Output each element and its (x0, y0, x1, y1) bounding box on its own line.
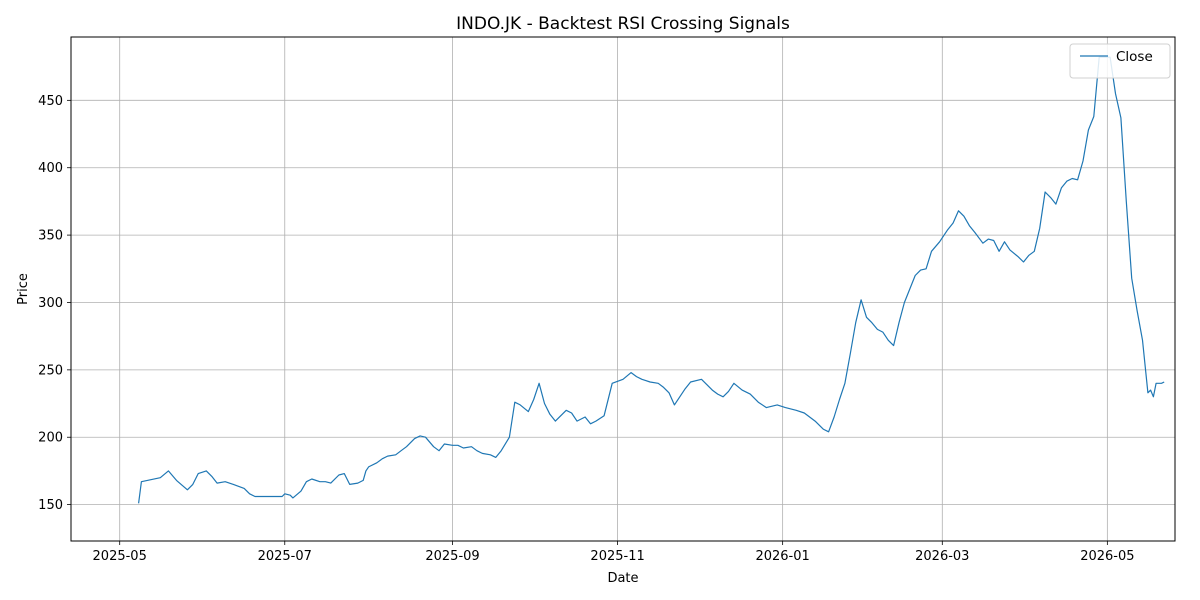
series-lines (138, 56, 1165, 504)
x-tick-label: 2026-05 (1080, 549, 1134, 564)
x-tick-label: 2026-03 (915, 549, 969, 564)
grid-lines (71, 37, 1175, 541)
y-tick-label: 450 (38, 94, 63, 109)
y-tick-label: 150 (38, 498, 63, 513)
x-axis-label: Date (607, 571, 638, 586)
y-tick-label: 350 (38, 229, 63, 244)
legend: Close (1069, 43, 1171, 79)
plot-frame (70, 36, 1176, 542)
y-tick-label: 300 (38, 296, 63, 311)
y-tick-label: 400 (38, 161, 63, 176)
legend-label: Close (1116, 49, 1153, 65)
legend-box (1069, 43, 1171, 79)
axis-ticks: 2025-05 2025-07 2025-09 2025-11 2026-01 2026-… (38, 94, 1134, 564)
close-line (138, 56, 1165, 504)
x-tick-label: 2025-07 (258, 549, 312, 564)
x-tick-label: 2025-11 (590, 549, 644, 564)
x-tick-label: 2026-01 (755, 549, 809, 564)
chart-title: INDO.JK - Backtest RSI Crossing Signals (456, 14, 790, 34)
y-tick-label: 200 (38, 431, 63, 446)
y-axis-label: Price (16, 273, 31, 305)
x-tick-label: 2025-09 (425, 549, 479, 564)
y-tick-label: 250 (38, 363, 63, 378)
x-tick-label: 2025-05 (93, 549, 147, 564)
